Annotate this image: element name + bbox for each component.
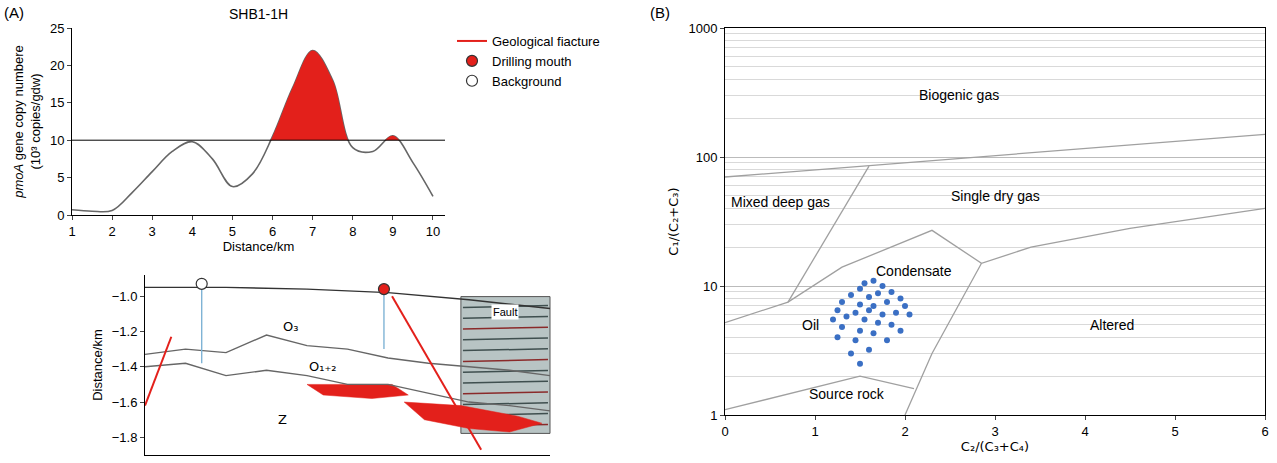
svg-text:1000: 1000	[688, 21, 717, 36]
svg-text:−1.0: −1.0	[112, 289, 138, 304]
svg-text:Distance/km: Distance/km	[223, 239, 295, 254]
svg-text:3: 3	[991, 424, 998, 439]
svg-text:5: 5	[229, 224, 236, 239]
svg-text:9: 9	[389, 224, 396, 239]
svg-text:3: 3	[149, 224, 156, 239]
svg-text:Oil: Oil	[802, 317, 819, 333]
svg-text:7: 7	[309, 224, 316, 239]
svg-text:Background: Background	[492, 74, 561, 89]
svg-text:15: 15	[50, 95, 64, 110]
svg-text:C₂/(C₃+C₄): C₂/(C₃+C₄)	[961, 439, 1029, 454]
svg-text:−1.2: −1.2	[112, 324, 138, 339]
svg-text:6: 6	[1261, 424, 1268, 439]
svg-text:Source rock: Source rock	[809, 386, 885, 402]
svg-text:5: 5	[57, 170, 64, 185]
svg-text:4: 4	[1081, 424, 1088, 439]
svg-text:1: 1	[811, 424, 818, 439]
svg-text:Distance/km: Distance/km	[90, 329, 105, 401]
svg-text:Mixed deep gas: Mixed deep gas	[731, 194, 830, 210]
svg-text:1: 1	[710, 408, 717, 423]
svg-text:Geological fiacture: Geological fiacture	[492, 34, 600, 49]
svg-text:10: 10	[703, 279, 717, 294]
svg-text:Biogenic gas: Biogenic gas	[919, 87, 999, 103]
svg-text:25: 25	[50, 21, 64, 36]
svg-text:6: 6	[269, 224, 276, 239]
svg-text:Single dry gas: Single dry gas	[951, 188, 1040, 204]
svg-text:−1.8: −1.8	[112, 430, 138, 445]
svg-text:Drilling mouth: Drilling mouth	[492, 54, 571, 69]
svg-text:10: 10	[426, 224, 440, 239]
svg-text:(B): (B)	[650, 4, 670, 21]
svg-text:O₁₊₂: O₁₊₂	[309, 359, 337, 374]
svg-text:4: 4	[189, 224, 196, 239]
svg-text:SHB1-1H: SHB1-1H	[229, 6, 288, 22]
svg-text:100: 100	[696, 150, 718, 165]
svg-text:10: 10	[50, 133, 64, 148]
svg-text:8: 8	[349, 224, 356, 239]
svg-text:0: 0	[721, 424, 728, 439]
svg-text:20: 20	[50, 58, 64, 73]
svg-text:−1.6: −1.6	[112, 395, 138, 410]
svg-text:1: 1	[68, 224, 75, 239]
svg-text:pmoA gene copy numbere(10³ cop: pmoA gene copy numbere(10³ copies/gdw)	[11, 45, 43, 199]
svg-text:O₃: O₃	[283, 319, 298, 334]
svg-text:−1.4: −1.4	[112, 359, 138, 374]
svg-text:2: 2	[901, 424, 908, 439]
svg-text:C₁/(C₂+C₃): C₁/(C₂+C₃)	[666, 187, 681, 255]
svg-text:(A): (A)	[4, 4, 24, 21]
svg-text:Fault: Fault	[493, 306, 517, 318]
svg-text:Z: Z	[278, 412, 287, 427]
svg-text:2: 2	[108, 224, 115, 239]
svg-text:0: 0	[57, 208, 64, 223]
svg-text:Altered: Altered	[1090, 317, 1134, 333]
svg-text:5: 5	[1171, 424, 1178, 439]
svg-text:Condensate: Condensate	[876, 263, 952, 279]
